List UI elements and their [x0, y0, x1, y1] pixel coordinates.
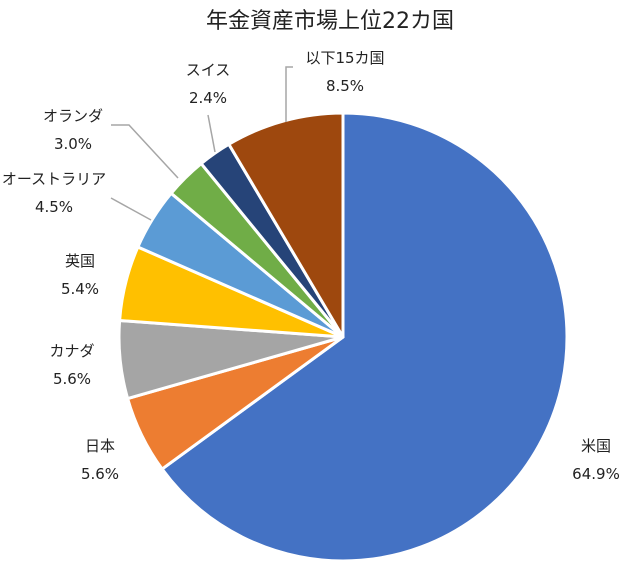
pie-slices: [117, 111, 569, 563]
category-label: オーストラリア: [2, 170, 106, 188]
category-label: スイス: [186, 61, 231, 79]
slice-米国: [160, 111, 569, 563]
value-label: 3.0%: [54, 135, 92, 153]
leader-line: [207, 114, 216, 153]
category-label: カナダ: [49, 342, 94, 360]
category-label: 英国: [65, 252, 95, 270]
value-label: 8.5%: [326, 77, 364, 95]
category-label: 以下15カ国: [305, 49, 384, 67]
leader-line: [111, 124, 179, 179]
value-label: 2.4%: [189, 89, 227, 107]
value-label: 5.4%: [61, 280, 99, 298]
leader-line: [110, 197, 152, 221]
value-label: 64.9%: [572, 465, 620, 483]
category-label: オランダ: [43, 107, 103, 125]
category-label: 日本: [85, 437, 115, 455]
value-label: 5.6%: [53, 370, 91, 388]
leader-lines: [110, 66, 293, 221]
slice-以下15カ国: [227, 111, 345, 339]
chart-title: 年金資産市場上位22カ国: [206, 9, 454, 34]
value-label: 4.5%: [35, 198, 73, 216]
data-labels: 米国 64.9% 日本 5.6% カナダ 5.6% 英国 5.4% オーストラリア 4.5% オラン…: [2, 49, 620, 483]
leader-line: [285, 66, 293, 122]
category-label: 米国: [581, 437, 611, 455]
value-label: 5.6%: [81, 465, 119, 483]
